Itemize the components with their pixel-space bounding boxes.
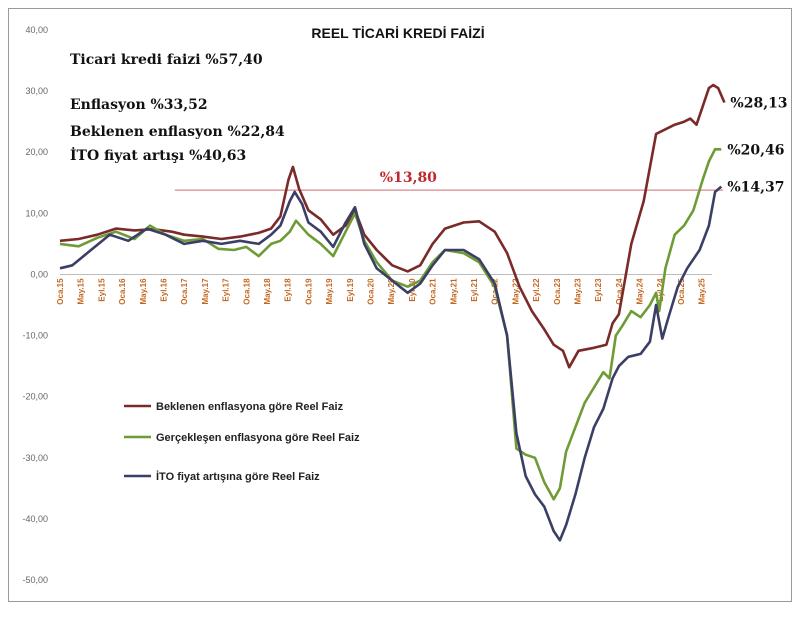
x-tick-label: Oca.15 [56, 278, 65, 305]
legend-label-2: Gerçekleşen enflasyona göre Reel Faiz [156, 432, 360, 444]
y-tick-label: -40,00 [22, 514, 48, 524]
y-tick-label: -10,00 [22, 331, 48, 341]
x-tick-label: Oca.25 [677, 278, 686, 305]
x-tick-label: Eyl.22 [532, 278, 541, 302]
x-tick-label: Oca.16 [118, 278, 127, 305]
chart-title: REEL TİCARİ KREDİ FAİZİ [311, 25, 484, 41]
x-tick-label: May.16 [139, 278, 148, 305]
series-line-2 [59, 147, 722, 501]
y-tick-label: -30,00 [22, 453, 48, 463]
y-tick-label: 20,00 [25, 147, 48, 157]
x-tick-label: Eyl.18 [284, 278, 293, 302]
annotation-expected-inflation: Beklenen enflasyon %22,84 [70, 124, 285, 140]
y-tick-label: 40,00 [25, 25, 48, 35]
legend-label-3: İTO fiyat artışına göre Reel Faiz [156, 470, 320, 483]
x-tick-label: Oca.18 [242, 278, 251, 305]
annotation-commercial-loan-rate: Ticari kredi faizi %57,40 [70, 52, 263, 68]
series-line-1 [59, 83, 726, 369]
x-tick-label: Eyl.17 [222, 278, 231, 302]
x-tick-label: Eyl.15 [97, 278, 106, 302]
x-tick-label: Eyl.24 [656, 278, 665, 302]
x-tick-label: Eyl.16 [159, 278, 168, 302]
series-end-label-1: %28,13 [730, 96, 787, 112]
y-tick-label: -20,00 [22, 392, 48, 402]
x-tick-label: Eyl.19 [346, 278, 355, 302]
y-tick-label: 0,00 [30, 269, 48, 279]
x-tick-label: Oca.19 [304, 278, 313, 305]
x-tick-label: May.22 [511, 278, 520, 305]
y-tick-label: -50,00 [22, 575, 48, 585]
x-tick-label: May.17 [201, 278, 210, 305]
y-tick-label: 10,00 [25, 208, 48, 218]
x-tick-label: Oca.20 [366, 278, 375, 305]
series-line-3 [59, 185, 723, 542]
series-lines [59, 83, 726, 542]
annotation-ito-price-increase: İTO fiyat artışı %40,63 [70, 145, 246, 164]
x-tick-label: May.23 [573, 278, 582, 305]
x-tick-label: May.18 [263, 278, 272, 305]
x-tick-label: May.15 [77, 278, 86, 305]
x-tick-label: May.24 [636, 278, 645, 305]
x-tick-label: Oca.21 [429, 278, 438, 305]
reference-line-label: %13,80 [380, 170, 437, 186]
y-tick-label: 30,00 [25, 86, 48, 96]
series-end-labels: %28,13 %20,46 %14,37 [727, 96, 787, 196]
x-tick-label: Oca.23 [553, 278, 562, 305]
legend-label-1: Beklenen enflasyona göre Reel Faiz [156, 401, 344, 413]
x-axis-ticks: Oca.15 May.15 Eyl.15 Oca.16 May.16 Eyl.16 Oca.… [56, 278, 707, 305]
legend: Beklenen enflasyona göre Reel Faiz Gerçek… [124, 401, 360, 483]
y-axis-ticks: 40,00 30,00 20,00 10,00 0,00 -10,00 -20,00 -30,… [22, 25, 48, 585]
series-end-label-2: %20,46 [727, 142, 784, 158]
x-tick-label: Eyl.21 [470, 278, 479, 302]
x-tick-label: Eyl.23 [594, 278, 603, 302]
annotation-inflation: Enflasyon %33,52 [70, 97, 208, 113]
x-tick-label: Oca.17 [180, 278, 189, 305]
x-tick-label: May.19 [325, 278, 334, 305]
x-tick-label: May.21 [449, 278, 458, 305]
x-tick-label: Oca.24 [615, 278, 624, 305]
x-tick-label: May.20 [387, 278, 396, 305]
series-end-label-3: %14,37 [727, 180, 784, 196]
x-tick-label: May.25 [698, 278, 707, 305]
